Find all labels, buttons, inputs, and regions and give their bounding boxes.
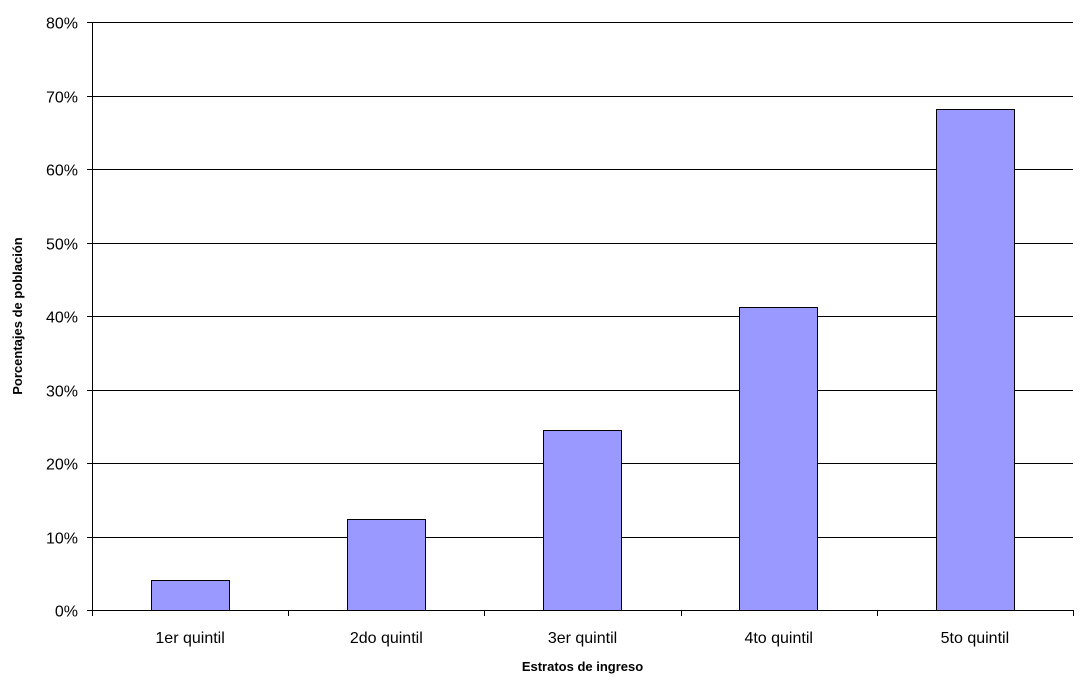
- y-tick-labels: 0% 10% 20% 30% 40% 50% 60% 70% 80%: [46, 16, 92, 621]
- x-tick-label: 2do quintil: [350, 630, 423, 647]
- bars: [151, 109, 1015, 611]
- gridlines: [92, 22, 1073, 538]
- y-tick-label: 30%: [46, 384, 78, 401]
- y-tick-label: 60%: [46, 163, 78, 180]
- bar-3: [543, 430, 622, 611]
- x-tick-label: 3er quintil: [548, 630, 617, 647]
- axes: [92, 22, 1073, 611]
- bar-4: [739, 307, 818, 611]
- x-tick-labels: 1er quintil 2do quintil 3er quintil 4to qui…: [92, 610, 1074, 647]
- bar-1: [151, 580, 230, 611]
- y-tick-label: 70%: [46, 90, 78, 107]
- y-tick-label: 10%: [46, 531, 78, 548]
- bar-5: [936, 109, 1015, 611]
- x-tick-label: 5to quintil: [941, 630, 1010, 647]
- x-tick-label: 4to quintil: [744, 630, 813, 647]
- bar-2: [347, 519, 426, 611]
- y-tick-label: 0%: [55, 604, 78, 621]
- x-tick-label: 1er quintil: [155, 630, 224, 647]
- y-tick-label: 20%: [46, 457, 78, 474]
- y-tick-label: 40%: [46, 310, 78, 327]
- y-axis-title: Porcentajes de población: [10, 237, 25, 395]
- y-tick-label: 50%: [46, 237, 78, 254]
- x-axis-title: Estratos de ingreso: [522, 659, 643, 674]
- y-tick-label: 80%: [46, 16, 78, 33]
